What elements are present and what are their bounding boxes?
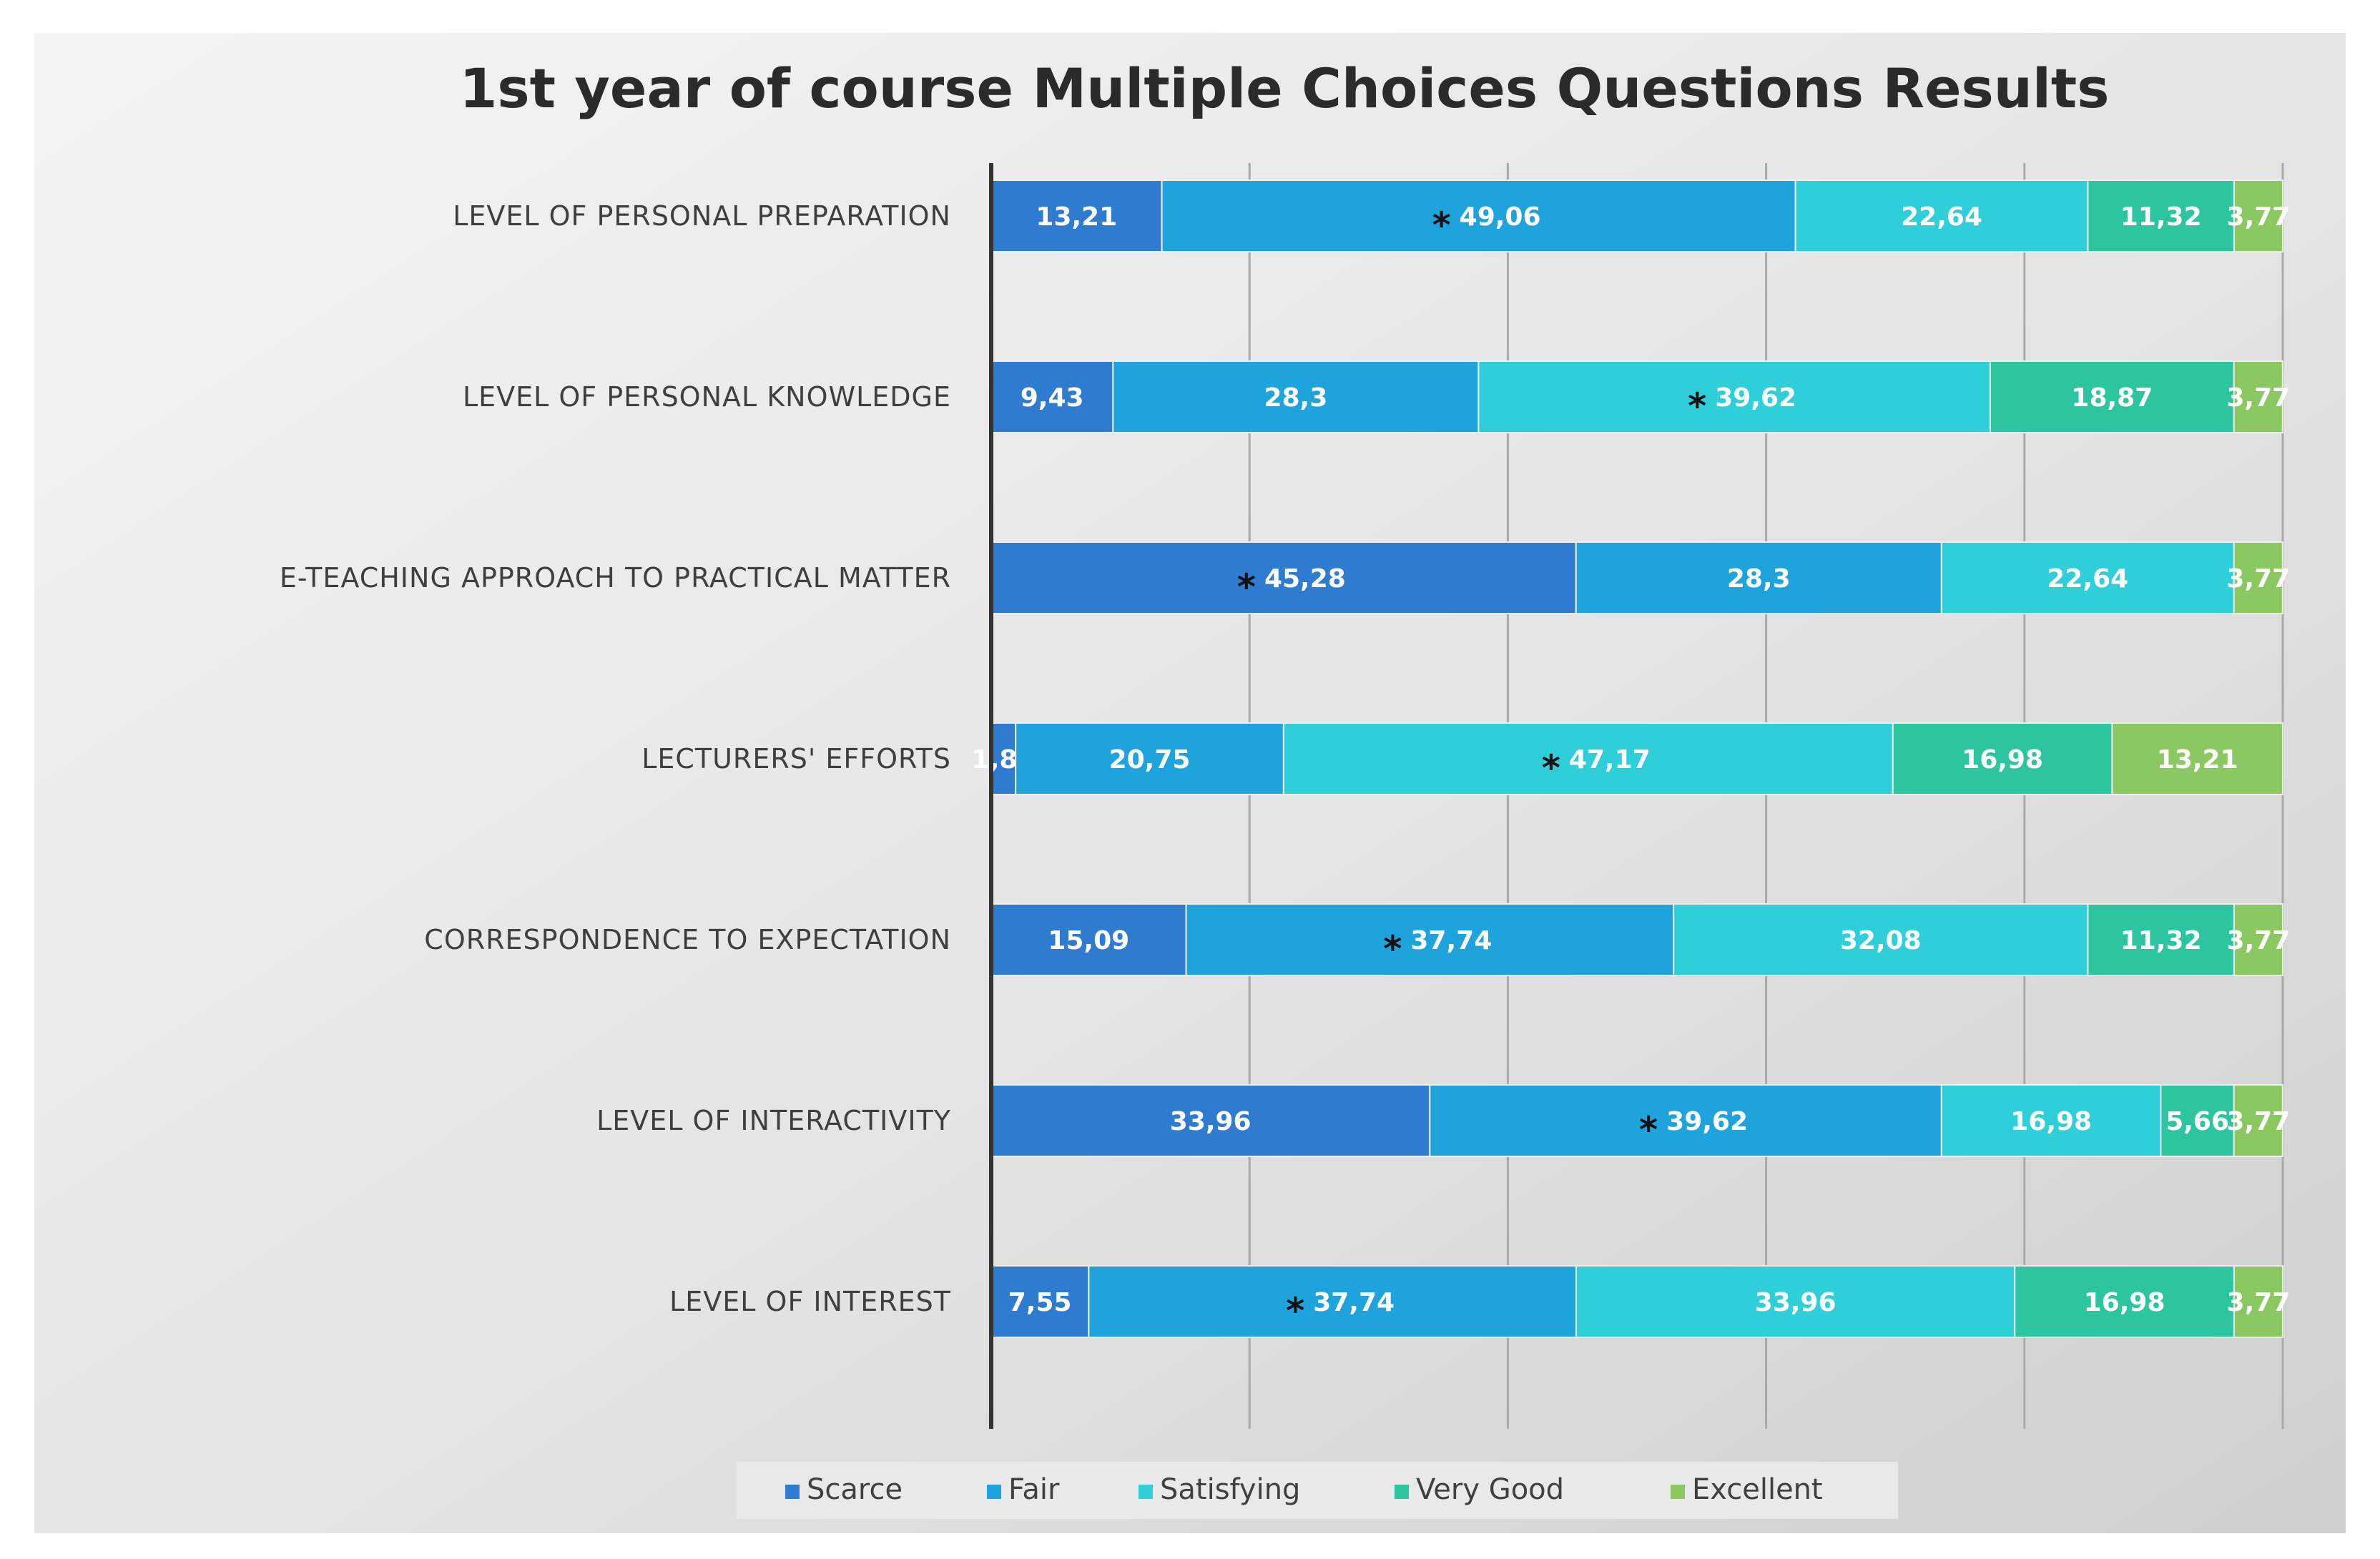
category-label: LEVEL OF INTERACTIVITY bbox=[596, 1105, 951, 1136]
legend-label: Fair bbox=[1008, 1473, 1060, 1506]
bar-segment bbox=[990, 1084, 1431, 1157]
data-label: 16,98 bbox=[2010, 1107, 2092, 1136]
data-label: 22,64 bbox=[2047, 564, 2128, 594]
data-label: 3,77 bbox=[2226, 383, 2290, 413]
legend-swatch bbox=[1671, 1485, 1685, 1499]
bar-segment bbox=[1015, 722, 1284, 795]
data-label: 15,09 bbox=[1048, 926, 1129, 955]
bar-segment bbox=[990, 541, 1577, 614]
bar-segment bbox=[1185, 903, 1675, 976]
bar-segment bbox=[1673, 903, 2089, 976]
bar-plot-area: 13,21 * 49,06 22,64 11,32 3,77 9,43 28,3 * 39,62 1… bbox=[972, 179, 2291, 1338]
highlight-marker: * bbox=[1542, 747, 1560, 789]
bar-segment bbox=[1940, 1084, 2162, 1157]
bar-segment bbox=[1575, 541, 1942, 614]
bar-segment bbox=[1892, 722, 2113, 795]
category-label: LEVEL OF PERSONAL PREPARATION bbox=[453, 200, 951, 232]
bar-segment bbox=[2233, 1265, 2284, 1338]
data-label: 7,55 bbox=[1008, 1288, 1072, 1317]
data-label: 9,43 bbox=[1021, 383, 1084, 413]
legend-label: Very Good bbox=[1416, 1473, 1564, 1506]
bar-segment bbox=[2160, 1084, 2235, 1157]
highlight-marker: * bbox=[1237, 566, 1256, 608]
bar-segment bbox=[1940, 541, 2235, 614]
bar-segment bbox=[2233, 1084, 2283, 1157]
bar-segment bbox=[1429, 1084, 1942, 1157]
bar-segment bbox=[1088, 1265, 1577, 1338]
data-label: 3,77 bbox=[2226, 1107, 2290, 1136]
data-label: 28,3 bbox=[1264, 383, 1327, 413]
data-label: 11,32 bbox=[2120, 202, 2202, 232]
highlight-marker: * bbox=[1286, 1290, 1304, 1332]
bar-segment bbox=[1161, 179, 1796, 252]
bar-segment bbox=[2233, 541, 2283, 614]
chart-title: 1st year of course Multiple Choices Ques… bbox=[459, 56, 2109, 120]
legend-swatch bbox=[987, 1485, 1001, 1499]
legend-label: Satisfying bbox=[1160, 1473, 1300, 1506]
data-label: 49,06 bbox=[1460, 202, 1541, 232]
bar-segment bbox=[1112, 360, 1480, 433]
category-label: E-TEACHING APPROACH TO PRACTICAL MATTER bbox=[280, 562, 951, 594]
data-label: 20,75 bbox=[1109, 745, 1191, 774]
data-label: 3,77 bbox=[2227, 1288, 2291, 1317]
data-label: 47,17 bbox=[1569, 745, 1651, 774]
data-label: 33,96 bbox=[1170, 1107, 1252, 1136]
bar-segment bbox=[2233, 360, 2283, 433]
legend-swatch bbox=[1395, 1485, 1409, 1499]
data-label: 3,77 bbox=[2226, 564, 2290, 594]
data-label: 16,98 bbox=[2084, 1288, 2165, 1317]
highlight-marker: * bbox=[1688, 385, 1706, 427]
legend-swatch bbox=[785, 1485, 800, 1499]
data-label: 37,74 bbox=[1313, 1288, 1395, 1317]
legend-box bbox=[737, 1462, 1898, 1519]
data-label: 3,77 bbox=[2227, 926, 2291, 955]
category-label: LECTURERS' EFFORTS bbox=[641, 743, 951, 774]
bar-segment bbox=[2233, 903, 2284, 976]
data-label: 5,66 bbox=[2165, 1107, 2229, 1136]
data-label: 16,98 bbox=[1962, 745, 2043, 774]
bar-segment bbox=[990, 360, 1114, 433]
highlight-marker: * bbox=[1432, 205, 1451, 246]
bar-segment bbox=[1794, 179, 2089, 252]
data-label: 22,64 bbox=[1901, 202, 1982, 232]
data-label: 13,21 bbox=[1036, 202, 1117, 232]
data-label: 3,77 bbox=[2227, 202, 2291, 232]
data-label: 13,21 bbox=[2157, 745, 2238, 774]
data-label: 39,62 bbox=[1715, 383, 1796, 413]
category-label: CORRESPONDENCE TO EXPECTATION bbox=[424, 924, 951, 955]
category-labels: LEVEL OF PERSONAL PREPARATION LEVEL OF PE… bbox=[280, 200, 951, 1317]
highlight-marker: * bbox=[1639, 1109, 1658, 1151]
data-label: 32,08 bbox=[1840, 926, 1922, 955]
data-label: 39,62 bbox=[1666, 1107, 1748, 1136]
legend-label: Excellent bbox=[1692, 1473, 1823, 1506]
bar-segment bbox=[2233, 179, 2284, 252]
legend-label: Scarce bbox=[807, 1473, 903, 1506]
legend: Scarce Fair Satisfying Very Good Excellent bbox=[785, 1473, 1823, 1506]
legend-swatch bbox=[1139, 1485, 1153, 1499]
data-label: 11,32 bbox=[2120, 926, 2202, 955]
bar-segment bbox=[1477, 360, 1991, 433]
bar-segment bbox=[2087, 903, 2235, 976]
data-label: 28,3 bbox=[1727, 564, 1791, 594]
bar-segment bbox=[1989, 360, 2235, 433]
data-label: 18,87 bbox=[2071, 383, 2153, 413]
data-label: 33,96 bbox=[1755, 1288, 1836, 1317]
category-label: LEVEL OF INTEREST bbox=[669, 1286, 951, 1317]
bar-segment bbox=[2111, 722, 2284, 795]
category-label: LEVEL OF PERSONAL KNOWLEDGE bbox=[463, 381, 951, 413]
data-label: 45,28 bbox=[1264, 564, 1346, 594]
data-label: 37,74 bbox=[1410, 926, 1492, 955]
highlight-marker: * bbox=[1383, 928, 1402, 970]
bar-segment bbox=[990, 903, 1187, 976]
